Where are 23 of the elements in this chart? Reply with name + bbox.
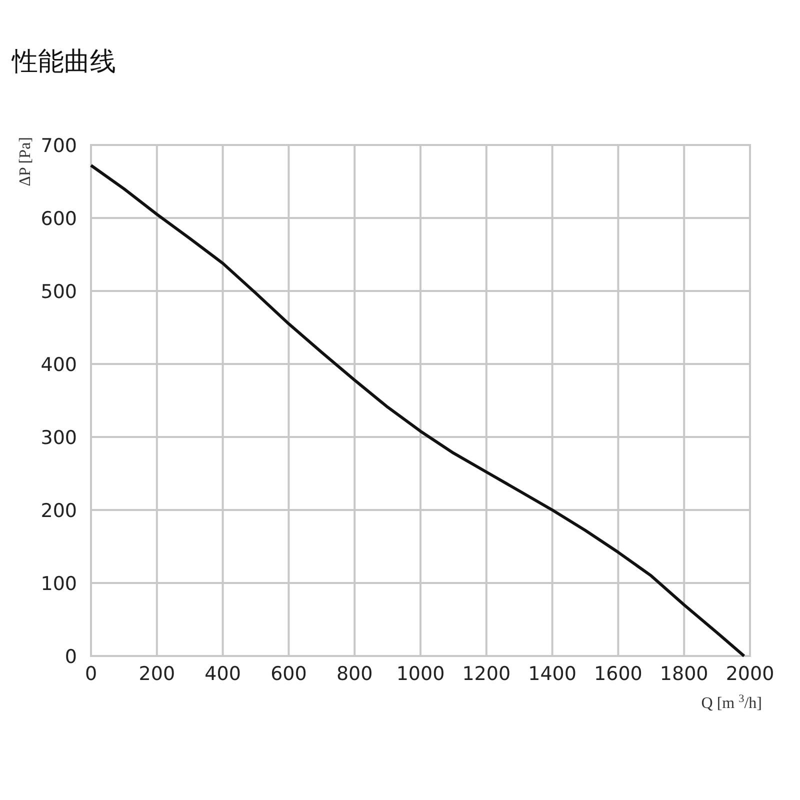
x-tick-label: 400: [204, 663, 241, 685]
x-tick-label: 0: [84, 663, 98, 685]
y-tick-label: 500: [40, 281, 77, 303]
x-tick-label: 600: [270, 663, 307, 685]
x-tick-label: 1800: [660, 663, 708, 685]
chart-title: 性能曲线: [11, 47, 116, 77]
y-tick-label: 600: [40, 208, 77, 230]
y-tick-label: 400: [40, 354, 77, 376]
x-axis-title: Q [m $^{3}$/h]: [701, 693, 762, 712]
y-tick-label: 300: [40, 427, 77, 449]
x-tick-label: 1600: [594, 663, 642, 685]
x-tick-label: 200: [138, 663, 176, 685]
x-tick-label: 1400: [528, 663, 576, 685]
y-tick-label: 200: [40, 500, 77, 522]
y-axis-title: ΔP [Pa]: [17, 137, 34, 186]
x-tick-label: 1000: [396, 663, 445, 685]
x-tick-label: 1200: [462, 663, 511, 685]
y-tick-label: 0: [64, 646, 77, 668]
x-tick-label: 800: [336, 663, 373, 685]
x-tick-label: 2000: [726, 663, 774, 685]
y-tick-label: 100: [40, 573, 77, 595]
y-tick-label: 700: [40, 135, 77, 157]
line-series: [90, 164, 746, 658]
